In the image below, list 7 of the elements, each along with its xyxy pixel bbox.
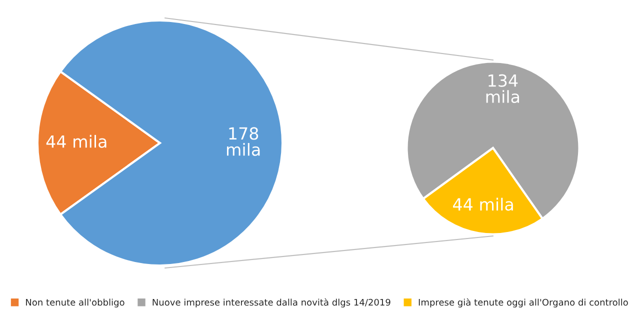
legend-label: Nuove imprese interessate dalla novità dlgs 14/2019 — [152, 298, 390, 308]
data-label: 178 mila — [226, 127, 260, 156]
data-label: 44 mila — [453, 198, 513, 211]
legend-label: Imprese già tenute oggi all'Organo di controllo — [418, 298, 628, 308]
data-label: 134 mila — [486, 74, 520, 104]
legend-label: Non tenute all'obbligo — [26, 298, 124, 308]
data-label: 44 mila — [46, 134, 106, 148]
